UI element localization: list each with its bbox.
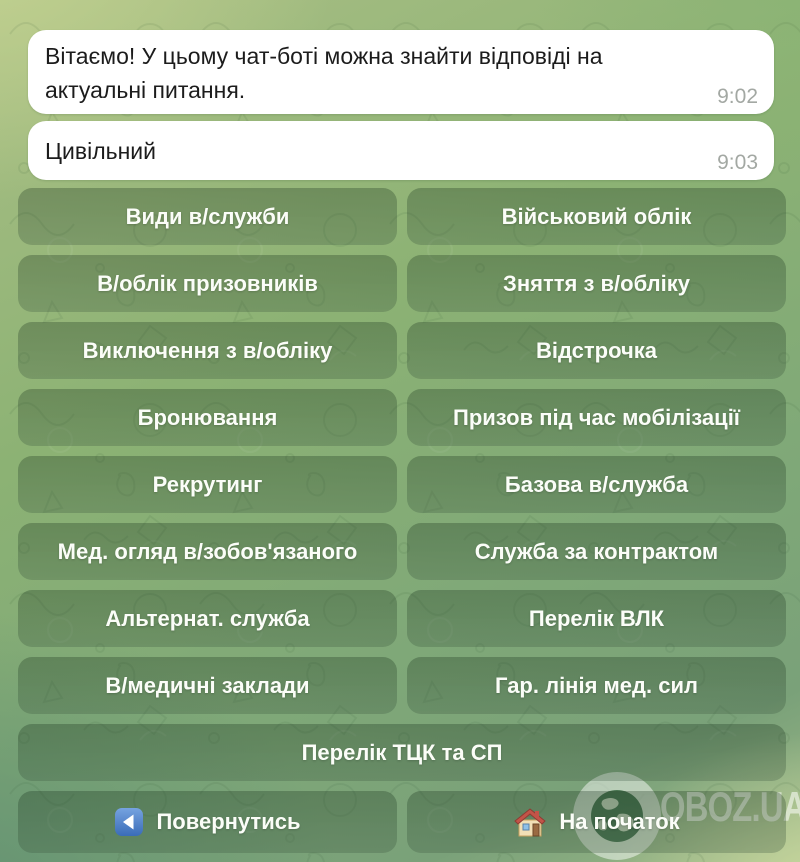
keyboard-button-conscript-registration[interactable]: В/облік призовників — [18, 255, 397, 312]
keyboard-button-vlk-list[interactable]: Перелік ВЛК — [407, 590, 786, 647]
keyboard-button-recruiting[interactable]: Рекрутинг — [18, 456, 397, 513]
keyboard-button-deregistration[interactable]: Зняття з в/обліку — [407, 255, 786, 312]
message-time: 9:02 — [717, 85, 758, 108]
message-text: Цивільний — [45, 138, 156, 164]
keyboard-button-tck-sp-list[interactable]: Перелік ТЦК та СП — [18, 724, 786, 781]
keyboard-button-military-registration[interactable]: Військовий облік — [407, 188, 786, 245]
keyboard-button-basic-service[interactable]: Базова в/служба — [407, 456, 786, 513]
reply-keyboard: Види в/служби Військовий облік В/облік п… — [18, 188, 786, 853]
watermark-brand: OBOZ.UA — [660, 783, 800, 831]
home-icon — [513, 806, 547, 838]
keyboard-button-back[interactable]: Повернутись — [18, 791, 397, 853]
keyboard-button-reservation[interactable]: Бронювання — [18, 389, 397, 446]
keyboard-button-alternative-service[interactable]: Альтернат. служба — [18, 590, 397, 647]
keyboard-button-service-types[interactable]: Види в/служби — [18, 188, 397, 245]
keyboard-button-medical-forces-hotline[interactable]: Гар. лінія мед. сил — [407, 657, 786, 714]
keyboard-button-home[interactable]: На початок — [407, 791, 786, 853]
bot-message-bubble: Вітаємо! У цьому чат-боті можна знайти в… — [28, 30, 774, 114]
message-time: 9:03 — [717, 151, 758, 174]
keyboard-button-deferral[interactable]: Відстрочка — [407, 322, 786, 379]
back-icon — [114, 807, 144, 837]
keyboard-button-mobilization-call-up[interactable]: Призов під час мобілізації — [407, 389, 786, 446]
keyboard-button-military-medical-facilities[interactable]: В/медичні заклади — [18, 657, 397, 714]
keyboard-button-contract-service[interactable]: Служба за контрактом — [407, 523, 786, 580]
keyboard-button-medical-examination[interactable]: Мед. огляд в/зобов'язаного — [18, 523, 397, 580]
globe-icon — [591, 790, 643, 842]
bot-message-bubble: Цивільний 9:03 — [28, 121, 774, 180]
keyboard-button-label: Повернутись — [156, 809, 301, 834]
keyboard-button-label: На початок — [559, 809, 680, 834]
message-text: Вітаємо! У цьому чат-боті можна знайти в… — [45, 43, 603, 103]
keyboard-button-exclusion-from-registration[interactable]: Виключення з в/обліку — [18, 322, 397, 379]
